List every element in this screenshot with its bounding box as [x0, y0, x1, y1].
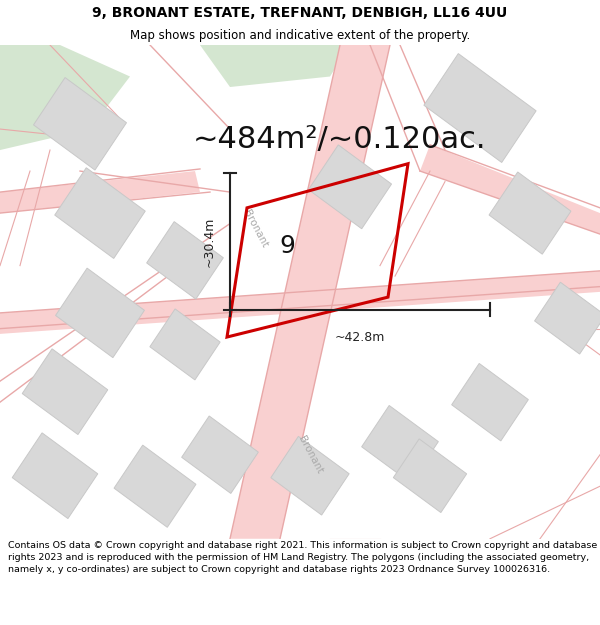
Text: ~484m²/~0.120ac.: ~484m²/~0.120ac.: [193, 125, 487, 154]
Polygon shape: [12, 433, 98, 519]
Text: Contains OS data © Crown copyright and database right 2021. This information is : Contains OS data © Crown copyright and d…: [8, 541, 597, 574]
Polygon shape: [114, 445, 196, 528]
Polygon shape: [308, 145, 392, 229]
Polygon shape: [56, 268, 145, 358]
Text: 9: 9: [280, 234, 295, 258]
Polygon shape: [34, 78, 127, 170]
Polygon shape: [394, 439, 467, 512]
Polygon shape: [200, 45, 350, 87]
Polygon shape: [424, 54, 536, 162]
Polygon shape: [150, 309, 220, 380]
Polygon shape: [0, 171, 200, 213]
Polygon shape: [452, 364, 529, 441]
Text: ~42.8m: ~42.8m: [335, 331, 385, 344]
Polygon shape: [55, 168, 145, 259]
Polygon shape: [0, 45, 130, 150]
Polygon shape: [230, 45, 390, 539]
Polygon shape: [0, 271, 600, 334]
Polygon shape: [271, 436, 349, 515]
Text: Map shows position and indicative extent of the property.: Map shows position and indicative extent…: [130, 29, 470, 42]
Polygon shape: [146, 222, 223, 299]
Text: ~30.4m: ~30.4m: [203, 216, 216, 267]
Polygon shape: [535, 282, 600, 354]
Text: Bronant: Bronant: [296, 434, 324, 476]
Text: 9, BRONANT ESTATE, TREFNANT, DENBIGH, LL16 4UU: 9, BRONANT ESTATE, TREFNANT, DENBIGH, LL…: [92, 6, 508, 19]
Polygon shape: [489, 172, 571, 254]
Polygon shape: [22, 349, 108, 434]
Polygon shape: [182, 416, 259, 493]
Polygon shape: [362, 406, 439, 483]
Polygon shape: [420, 145, 600, 234]
Text: Bronant: Bronant: [241, 208, 269, 249]
